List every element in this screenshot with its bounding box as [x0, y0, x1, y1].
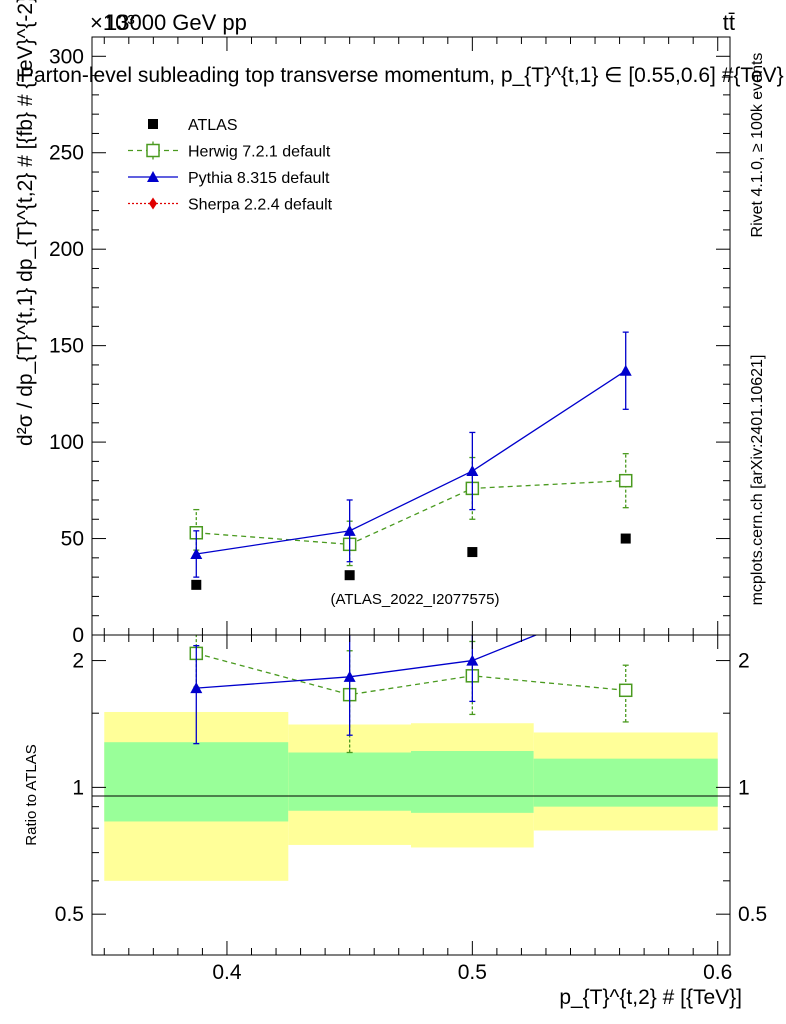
pythia-main-point — [343, 524, 356, 536]
rivet-label: Rivet 4.1.0, ≥ 100k events — [749, 53, 766, 238]
plot-title: Parton-level subleading top transverse m… — [20, 64, 784, 87]
main-y-axis-label: d²σ / dp_{T}^{t,1} dp_{T}^{t,2} # [{fb} … — [14, 0, 37, 446]
legend-pythia-marker — [147, 171, 159, 182]
ratio-panel: 0.5 0.5 1 1 2 2 0.4 0.5 0.6 Ratio to ATLAS p_{T}… — [23, 593, 767, 1009]
pythia-ratio-point — [620, 593, 632, 604]
pythia-ratio-point — [466, 654, 479, 666]
ratio-frame — [91, 634, 731, 956]
atlas-main-point — [467, 547, 478, 558]
main-y-tick-label: 150 — [49, 335, 84, 358]
ratio-x-tick-label: 0.6 — [703, 961, 732, 984]
ratio-x-tick-label: 0.5 — [458, 961, 487, 984]
legend-sherpa-label: Sherpa 2.2.4 default — [188, 197, 333, 214]
legend-herwig-marker — [146, 143, 160, 158]
herwig-main-point — [618, 473, 633, 488]
atlas-main-point — [191, 579, 202, 590]
ratio-y-tick-label: 1 — [72, 776, 84, 799]
atlas-main-point — [344, 570, 355, 581]
legend-atlas-marker — [148, 119, 158, 129]
ratio-uncertainty-band-inner — [288, 752, 411, 811]
herwig-main-line — [196, 480, 626, 545]
main-y-tick-label: 200 — [49, 238, 84, 261]
ratio-y-tick-label-right: 0.5 — [738, 903, 767, 926]
atlas-main-point — [620, 533, 631, 544]
ratio-uncertainty-band-inner — [533, 758, 718, 807]
x-axis-label: p_{T}^{t,2} # [{TeV}] — [559, 986, 742, 1009]
watermark: (ATLAS_2022_I2077575) — [330, 591, 499, 608]
pythia-main-line — [196, 370, 627, 555]
pythia-main-point — [619, 364, 632, 376]
exponent-label: ×10³ — [90, 10, 135, 35]
ratio-y-tick-label: 0.5 — [55, 903, 84, 926]
legend-sherpa-marker — [149, 197, 157, 210]
pythia-main-point — [190, 547, 203, 559]
mcplots-label: mcplots.cern.ch [arXiv:2401.10621] — [749, 355, 766, 606]
main-y-tick-label: 0 — [72, 624, 84, 647]
ratio-y-axis-label: Ratio to ATLAS — [23, 744, 40, 845]
main-y-tick-label: 250 — [49, 142, 84, 165]
herwig-ratio-line — [196, 652, 626, 696]
legend-atlas-label: ATLAS — [188, 117, 238, 134]
process-label: tt̄ — [723, 10, 735, 35]
main-panel: d²σ / dp_{T}^{t,1} dp_{T}^{t,2} # [{fb} … — [14, 0, 731, 647]
ratio-x-tick-label: 0.4 — [212, 961, 242, 984]
ratio-uncertainty-band-inner — [104, 742, 289, 822]
energy-label: 13000 GeV pp — [105, 10, 247, 35]
herwig-ratio-point — [618, 683, 633, 698]
main-y-tick-label: 300 — [49, 45, 84, 68]
legend: ATLAS Herwig 7.2.1 default Pythia 8.315 de… — [128, 117, 333, 214]
ratio-y-tick-label-right: 1 — [738, 776, 750, 799]
pythia-ratio-line — [196, 635, 538, 689]
legend-herwig-label: Herwig 7.2.1 default — [188, 144, 331, 161]
main-y-tick-label: 100 — [49, 431, 84, 454]
pythia-ratio-point — [343, 670, 356, 682]
pythia-ratio-point — [190, 682, 203, 694]
ratio-uncertainty-band-inner — [411, 750, 534, 813]
ratio-y-tick-label-right: 2 — [738, 650, 750, 673]
ratio-y-tick-label: 2 — [72, 650, 84, 673]
main-y-tick-label: 50 — [61, 528, 84, 551]
legend-pythia-label: Pythia 8.315 default — [188, 170, 330, 187]
pythia-main-point — [466, 465, 479, 477]
